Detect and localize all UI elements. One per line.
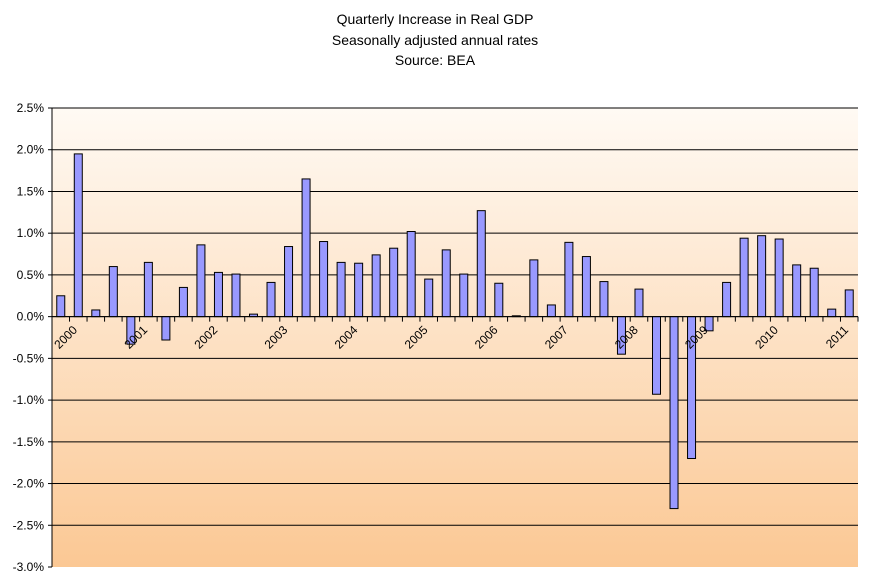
- bar: [634, 288, 644, 318]
- bar: [809, 267, 819, 318]
- bar: [722, 281, 732, 318]
- bar: [336, 261, 346, 318]
- bar: [424, 278, 434, 318]
- bar: [827, 308, 837, 318]
- y-tick-label: 0.0%: [17, 310, 45, 324]
- y-tick-label: -1.0%: [13, 393, 45, 407]
- bar: [757, 235, 767, 318]
- y-tick-label: -2.5%: [13, 518, 45, 532]
- bar: [108, 266, 118, 318]
- bar: [231, 273, 241, 318]
- bar: [774, 238, 784, 318]
- y-tick-label: -3.0%: [13, 560, 45, 574]
- bar: [301, 178, 311, 318]
- bar: [494, 282, 504, 318]
- bar: [599, 281, 609, 318]
- y-tick-label: 1.5%: [17, 184, 45, 198]
- bar: [476, 210, 486, 318]
- bar: [581, 256, 591, 318]
- bar: [213, 271, 223, 318]
- y-tick-label: -2.0%: [13, 477, 45, 491]
- bar: [546, 304, 556, 318]
- y-tick-label: 0.5%: [17, 268, 45, 282]
- y-tick-label: 2.5%: [17, 101, 45, 115]
- chart-subtitle: Seasonally adjusted annual rates: [332, 32, 538, 48]
- bar: [844, 289, 854, 318]
- bar: [161, 316, 171, 341]
- bar: [441, 249, 451, 318]
- bar: [196, 244, 206, 318]
- y-tick-label: -0.5%: [13, 351, 45, 365]
- bar: [564, 241, 574, 318]
- y-tick-label: -1.5%: [13, 435, 45, 449]
- bar: [371, 254, 381, 318]
- bar: [652, 316, 661, 395]
- bar: [406, 231, 416, 318]
- chart-source: Source: BEA: [395, 52, 476, 68]
- bar: [354, 262, 364, 318]
- bar: [792, 264, 802, 318]
- bar: [143, 261, 153, 318]
- y-tick-label: 2.0%: [17, 143, 45, 157]
- bar: [73, 153, 83, 318]
- bar: [459, 273, 469, 318]
- bar: [266, 281, 276, 318]
- y-tick-label: 1.0%: [17, 226, 45, 240]
- bar: [739, 237, 749, 318]
- bar: [389, 247, 399, 318]
- plot-area: [52, 108, 858, 567]
- chart-title: Quarterly Increase in Real GDP: [337, 11, 534, 27]
- bar: [319, 241, 329, 318]
- bar: [284, 246, 294, 318]
- bar: [669, 316, 679, 510]
- bar: [529, 259, 539, 318]
- bar: [178, 286, 188, 318]
- bar: [56, 295, 66, 318]
- bar: [91, 309, 101, 318]
